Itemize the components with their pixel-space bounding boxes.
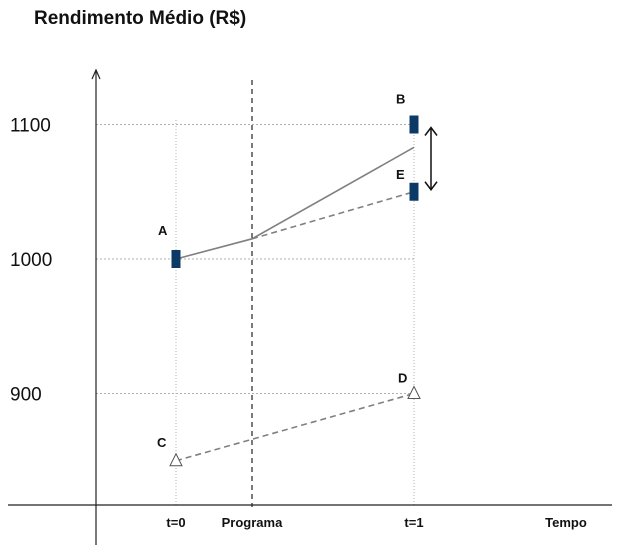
point-label-C: C xyxy=(157,435,167,450)
x-tick-label-t=1: t=1 xyxy=(404,515,423,530)
series-line-1 xyxy=(251,190,415,240)
series-line-2 xyxy=(175,392,415,462)
double-arrow-head-top xyxy=(424,126,438,136)
point-label-B: B xyxy=(396,92,405,107)
y-tick-label-1000: 1000 xyxy=(10,250,52,271)
y-axis-arrowhead xyxy=(91,68,101,80)
point-label-D: D xyxy=(398,371,407,386)
point-E xyxy=(409,182,419,201)
x-tick-label-Programa: Programa xyxy=(222,515,283,530)
point-B xyxy=(409,115,419,134)
point-D xyxy=(407,385,421,399)
point-label-A: A xyxy=(158,223,168,238)
x-tick-label-t=0: t=0 xyxy=(166,515,185,530)
point-label-E: E xyxy=(396,167,405,182)
point-C xyxy=(169,452,183,467)
y-tick-label-1100: 1100 xyxy=(10,116,51,137)
x-axis-label: Tempo xyxy=(545,515,587,530)
point-A xyxy=(171,250,181,268)
chart-title: Rendimento Médio (R$) xyxy=(34,8,247,29)
double-arrow-head-bottom xyxy=(424,181,438,191)
y-tick-label-900: 900 xyxy=(10,385,42,406)
series-line-0 xyxy=(175,146,415,260)
